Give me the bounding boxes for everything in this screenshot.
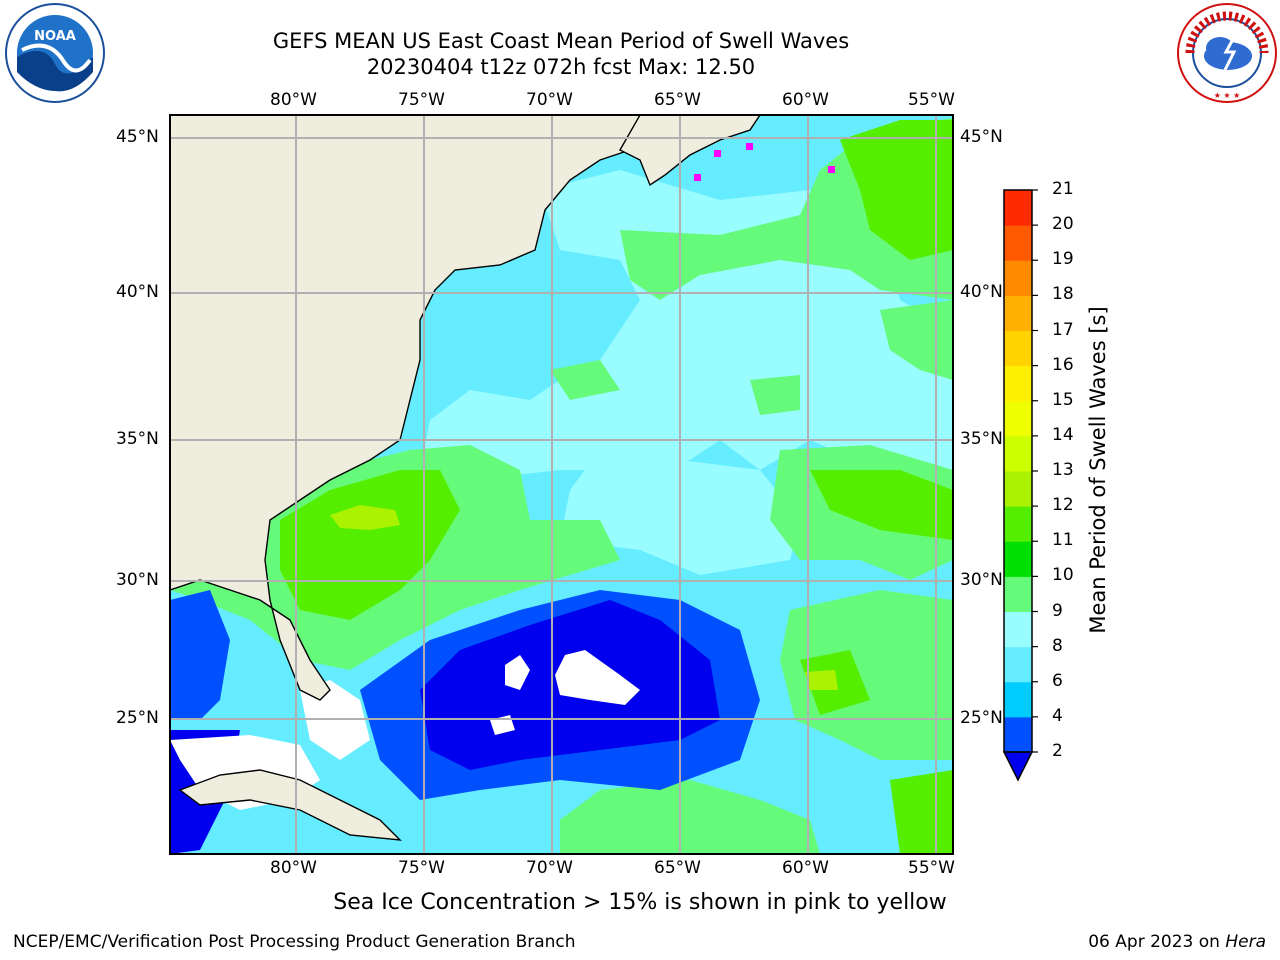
lat-label-right: 30°N <box>960 570 1003 590</box>
footer-date-text: 06 Apr 2023 on <box>1088 932 1226 952</box>
nws-logo: ★ ★ ★ <box>1177 3 1277 103</box>
sea-ice-caption: Sea Ice Concentration > 15% is shown in … <box>333 890 947 915</box>
lat-label-right: 25°N <box>960 708 1003 728</box>
colorbar-tick-label: 15 <box>1052 389 1074 410</box>
colorbar-segment <box>1004 716 1032 753</box>
colorbar-tick-label: 9 <box>1052 600 1063 621</box>
lat-label-right: 40°N <box>960 282 1003 302</box>
colorbar-segment <box>1004 506 1032 542</box>
swell-12-13s-patch <box>330 505 400 530</box>
sea-ice-marker <box>746 143 753 150</box>
swell-10-11s-region-far-southeast <box>890 770 953 854</box>
footer-machine: Hera <box>1225 932 1266 952</box>
colorbar-tick-label: 2 <box>1052 741 1063 761</box>
lon-label-bottom: 55°W <box>908 858 955 878</box>
colorbar-tick-label: 16 <box>1052 354 1074 375</box>
swell-11-12s-region-northeast <box>840 120 953 260</box>
colorbar-segment <box>1004 646 1032 683</box>
swell-9-10s-region-south <box>560 780 820 854</box>
chart-subtitle: 20230404 t12z 072h fcst Max: 12.50 <box>366 55 756 79</box>
lon-label-top: 80°W <box>270 90 317 110</box>
lat-label-left: 30°N <box>116 570 159 590</box>
lat-label-left: 25°N <box>116 708 159 728</box>
colorbar-tick-label: 11 <box>1052 530 1074 551</box>
graticule <box>170 115 953 854</box>
map-frame <box>169 114 954 855</box>
colorbar-segment <box>1004 681 1032 718</box>
lon-label-top: 75°W <box>398 90 445 110</box>
lon-label-bottom: 60°W <box>782 858 829 878</box>
colorbar-segment <box>1004 541 1032 577</box>
colorbar-tick-label: 10 <box>1052 565 1074 586</box>
colorbar-segment <box>1004 400 1032 437</box>
sea-ice-marker <box>714 150 721 157</box>
sea-ice-marker <box>694 174 701 181</box>
noaa-logo-text: NOAA <box>34 29 76 44</box>
colorbar-segment <box>1004 260 1032 296</box>
sea-ice-marker <box>828 166 835 173</box>
colorbar <box>1002 189 1038 782</box>
colorbar-tick-label: 17 <box>1052 319 1074 340</box>
chart-title: GEFS MEAN US East Coast Mean Period of S… <box>272 29 850 53</box>
swell-9-10s-patch-mid-east <box>750 375 800 415</box>
lon-label-top: 65°W <box>654 90 701 110</box>
lat-label-right: 45°N <box>960 127 1003 147</box>
lon-label-top: 60°W <box>782 90 829 110</box>
colorbar-tick-label: 6 <box>1052 670 1063 691</box>
colorbar-tick-label: 18 <box>1052 284 1074 305</box>
colorbar-segment <box>1004 190 1032 226</box>
colorbar-extend-triangle <box>1002 751 1034 782</box>
colorbar-segment <box>1004 330 1032 367</box>
colorbar-tick-label: 12 <box>1052 495 1074 516</box>
svg-text:★ ★ ★: ★ ★ ★ <box>1214 91 1241 100</box>
colorbar-tick-label: 19 <box>1052 249 1074 270</box>
lat-label-right: 35°N <box>960 429 1003 449</box>
lon-label-top: 70°W <box>526 90 573 110</box>
colorbar-tick-label: 8 <box>1052 635 1063 656</box>
lon-label-bottom: 75°W <box>398 858 445 878</box>
lat-label-left: 45°N <box>116 127 159 147</box>
land-us-east-coast <box>170 115 641 701</box>
swell-9-10s-region-east-40n <box>880 300 953 380</box>
colorbar-tick-label: 14 <box>1052 424 1074 445</box>
colorbar-title: Mean Period of Swell Waves [s] <box>1086 306 1110 634</box>
footer-date: 06 Apr 2023 on Hera <box>1088 932 1266 952</box>
swell-9-10s-region-southeast <box>780 590 953 760</box>
colorbar-segment <box>1004 225 1032 261</box>
colorbar-tick-label: 20 <box>1052 214 1074 235</box>
lon-label-bottom: 70°W <box>526 858 573 878</box>
no-data-area-2 <box>555 650 640 705</box>
colorbar-tick-label: 13 <box>1052 460 1074 480</box>
no-data-area <box>505 655 530 690</box>
colorbar-segment <box>1004 576 1032 612</box>
lat-label-left: 40°N <box>116 282 159 302</box>
colorbar-segment <box>1004 471 1032 507</box>
colorbar-segment <box>1004 295 1032 331</box>
land-cuba <box>178 769 402 841</box>
lon-label-top: 55°W <box>908 90 955 110</box>
swell-12-13s-patch-southeast <box>805 670 838 690</box>
swell-11-12s-region-carolinas <box>280 470 460 620</box>
noaa-logo: NOAA <box>5 3 105 103</box>
land-nova-scotia <box>619 115 761 187</box>
colorbar-tick-label: 21 <box>1052 179 1074 199</box>
colorbar-segment <box>1004 435 1032 472</box>
colorbar-tick-label: 4 <box>1052 705 1063 726</box>
footer-credit: NCEP/EMC/Verification Post Processing Pr… <box>13 932 576 952</box>
colorbar-segment <box>1004 611 1032 648</box>
swell-2-4s-region-gulf <box>170 590 230 720</box>
lat-label-left: 35°N <box>116 429 159 449</box>
lon-label-bottom: 80°W <box>270 858 317 878</box>
swell-10-11s-region-east-33n <box>810 470 953 540</box>
colorbar-segment <box>1004 365 1032 402</box>
swell-9-10s-patch-mid <box>550 360 620 400</box>
lon-label-bottom: 65°W <box>654 858 701 878</box>
